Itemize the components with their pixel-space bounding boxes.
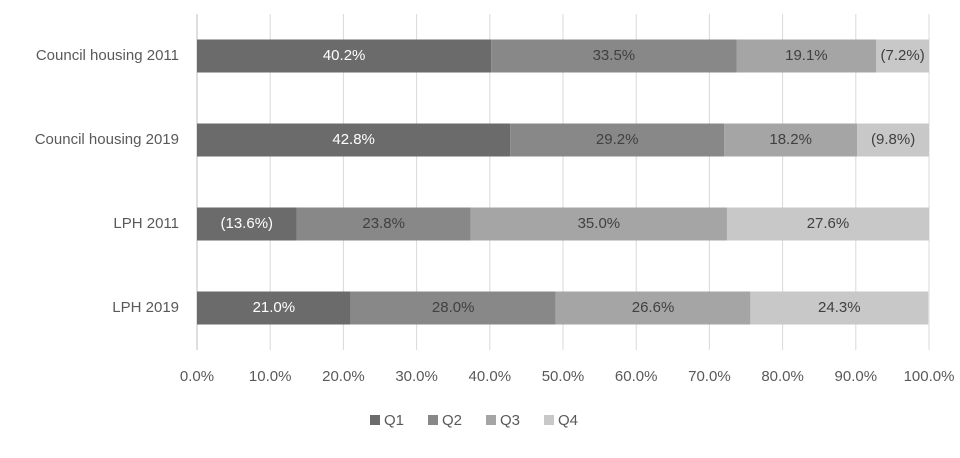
data-label: 21.0% bbox=[253, 299, 296, 316]
bar-segment bbox=[726, 207, 929, 241]
bar-segment bbox=[876, 39, 929, 73]
data-label: 19.1% bbox=[785, 47, 828, 64]
data-label: 26.6% bbox=[632, 299, 675, 316]
data-label: 23.8% bbox=[362, 215, 405, 232]
data-label: 29.2% bbox=[596, 131, 639, 148]
legend-swatch bbox=[428, 415, 438, 425]
bar-segment bbox=[197, 123, 511, 157]
data-label: 33.5% bbox=[593, 47, 636, 64]
bar-segment bbox=[724, 123, 858, 157]
data-label: (9.8%) bbox=[871, 131, 915, 148]
bar-segment bbox=[197, 291, 351, 325]
data-label: (7.2%) bbox=[881, 47, 925, 64]
x-tick-label: 0.0% bbox=[180, 368, 214, 385]
data-label: 27.6% bbox=[807, 215, 850, 232]
bar-segment bbox=[296, 207, 471, 241]
data-label: 40.2% bbox=[323, 47, 366, 64]
x-tick-label: 50.0% bbox=[542, 368, 585, 385]
bar-segment bbox=[350, 291, 556, 325]
x-tick-label: 60.0% bbox=[615, 368, 658, 385]
x-tick-label: 90.0% bbox=[835, 368, 878, 385]
data-label: 42.8% bbox=[332, 131, 375, 148]
x-tick-label: 10.0% bbox=[249, 368, 292, 385]
legend-swatch bbox=[486, 415, 496, 425]
legend-swatch bbox=[370, 415, 380, 425]
bar-segment bbox=[736, 39, 877, 73]
bar-segment bbox=[470, 207, 727, 241]
y-tick-label: Council housing 2019 bbox=[35, 131, 179, 148]
bar-segment bbox=[510, 123, 725, 157]
data-label: 18.2% bbox=[769, 131, 812, 148]
data-label: (13.6%) bbox=[221, 215, 274, 232]
x-tick-label: 100.0% bbox=[904, 368, 955, 385]
x-tick-label: 80.0% bbox=[761, 368, 804, 385]
x-tick-label: 70.0% bbox=[688, 368, 731, 385]
x-tick-label: 20.0% bbox=[322, 368, 365, 385]
x-tick-label: 30.0% bbox=[395, 368, 438, 385]
bar-segment bbox=[491, 39, 737, 73]
data-label: 35.0% bbox=[578, 215, 621, 232]
x-tick-label: 40.0% bbox=[469, 368, 512, 385]
bar-segment bbox=[197, 207, 297, 241]
legend-label: Q1 bbox=[384, 412, 404, 429]
data-label: 28.0% bbox=[432, 299, 475, 316]
y-tick-label: LPH 2011 bbox=[113, 215, 179, 232]
data-label: 24.3% bbox=[818, 299, 861, 316]
legend-swatch bbox=[544, 415, 554, 425]
y-tick-label: LPH 2019 bbox=[112, 299, 179, 316]
y-tick-label: Council housing 2011 bbox=[36, 47, 179, 64]
bar-segment bbox=[857, 123, 929, 157]
bar-segment bbox=[750, 291, 929, 325]
legend-label: Q3 bbox=[500, 412, 520, 429]
bar-segment bbox=[197, 39, 492, 73]
bar-segment bbox=[555, 291, 751, 325]
legend-label: Q4 bbox=[558, 412, 578, 429]
legend-label: Q2 bbox=[442, 412, 462, 429]
